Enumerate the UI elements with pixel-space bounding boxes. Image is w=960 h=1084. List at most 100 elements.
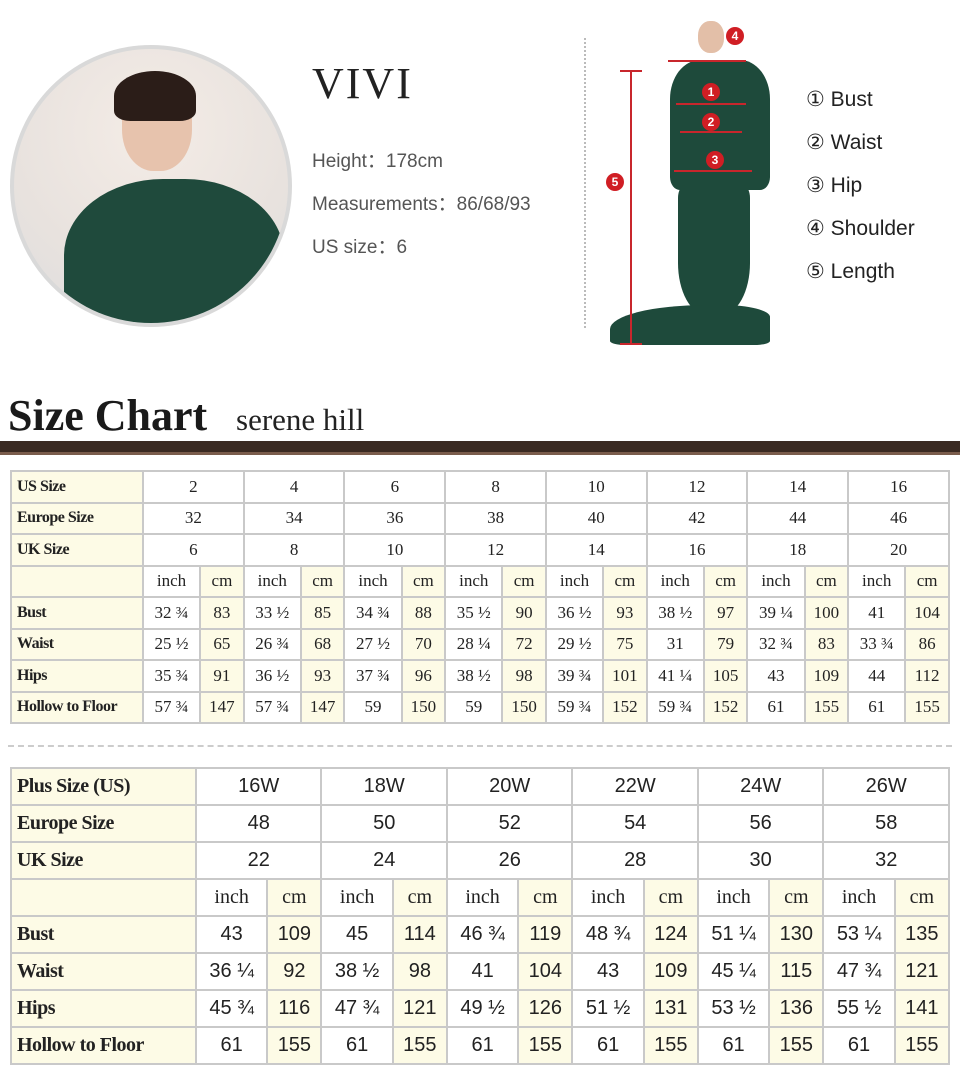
cm-value: 104 [904,596,950,630]
size-cell: 32 [822,841,950,880]
cm-value: 115 [768,952,825,991]
inch-value: 43 [571,952,645,991]
size-row: Europe Size 48 50 52 54 56 58 [10,804,950,843]
unit-inch: inch [444,564,504,598]
cm-value: 155 [803,690,850,724]
inch-value: 53 ½ [696,989,771,1028]
size-cell: 56 [696,804,825,843]
cm-value: 70 [400,627,447,661]
model-photo [10,45,292,327]
inch-value: 35 ½ [444,596,504,630]
inch-value: 29 ½ [544,627,605,661]
size-cell: 28 [571,841,699,880]
inch-value: 61 [822,1026,896,1065]
unit-inch: inch [194,878,269,917]
size-cell: 18W [320,767,448,806]
cm-value: 79 [702,627,749,661]
cm-value: 152 [702,690,749,724]
size-cell: 48 [194,804,323,843]
inch-value: 35 ¾ [141,659,202,693]
cm-value: 93 [299,659,346,693]
unit-inch: inch [822,878,896,917]
row-label: Waist [10,627,144,661]
size-cell: 6 [343,470,447,504]
unit-cm: cm [501,564,547,598]
cm-value: 147 [199,690,245,724]
unit-cm: cm [400,564,447,598]
row-label: Europe Size [10,804,197,843]
cm-value: 100 [803,596,850,630]
badge-bust: 1 [702,83,720,101]
inch-value: 33 ½ [242,596,302,630]
legend-bust: ① Bust [806,88,873,111]
cm-value: 96 [400,659,447,693]
inch-value: 31 [645,627,705,661]
size-cell: 14 [544,533,648,567]
size-cell: 22 [194,841,323,880]
model-measurements: Measurements：86/68/93 [312,194,531,215]
size-cell: 8 [444,470,547,504]
size-cell: 16W [194,767,323,806]
cm-value: 72 [501,627,547,661]
size-cell: 4 [242,470,346,504]
cm-value: 92 [266,952,323,991]
unit-row-label [10,564,144,598]
cm-value: 135 [893,915,951,954]
unit-row: inch cm inch cm inch cm inch cm inch cm inch cm inch… [10,564,950,598]
row-label: Plus Size (US) [10,767,197,806]
row-label: Europe Size [10,501,144,535]
inch-value: 61 [696,1026,771,1065]
cm-value: 155 [768,1026,825,1065]
unit-inch: inch [320,878,394,917]
cm-value: 86 [904,627,950,661]
inch-value: 46 ¾ [445,915,520,954]
size-cell: 10 [544,470,648,504]
cm-value: 91 [199,659,245,693]
size-cell: 20W [445,767,574,806]
model-name: VIVI [312,59,413,108]
cm-value: 121 [893,952,951,991]
inch-value: 53 ¼ [822,915,896,954]
size-cell: 30 [696,841,825,880]
inch-value: 61 [445,1026,520,1065]
cm-value: 98 [391,952,448,991]
size-cell: 44 [746,501,850,535]
size-row: UK Size 22 24 26 28 30 32 [10,841,950,880]
inch-value: 57 ¾ [141,690,202,724]
size-row: Plus Size (US) 16W 18W 20W 22W 24W 26W [10,767,950,806]
inch-value: 61 [847,690,907,724]
size-cell: 32 [142,501,245,535]
badge-hip: 3 [706,151,724,169]
inch-value: 44 [847,659,907,693]
inch-value: 39 ¼ [746,596,806,630]
inch-value: 27 ½ [343,627,403,661]
title-bar [0,441,960,455]
cm-value: 150 [400,690,447,724]
size-cell: 58 [822,804,950,843]
inch-value: 38 ½ [320,952,394,991]
cm-value: 119 [517,915,574,954]
legend-shoulder: ④ Shoulder [806,217,915,240]
cm-value: 105 [702,659,749,693]
inch-value: 36 ½ [242,659,302,693]
size-cell: 2 [142,470,245,504]
cm-value: 126 [517,989,574,1028]
inch-value: 59 ¾ [544,690,605,724]
cm-value: 101 [602,659,648,693]
inch-value: 32 ¾ [746,627,806,661]
unit-inch: inch [343,564,403,598]
inch-value: 61 [320,1026,394,1065]
inch-value: 59 ¾ [645,690,705,724]
size-cell: 12 [645,470,749,504]
size-cell: 42 [645,501,749,535]
page-title: Size Chart [8,391,208,440]
badge-shoulder: 4 [726,27,744,45]
size-cell: 36 [343,501,447,535]
inch-value: 59 [444,690,504,724]
cm-value: 136 [768,989,825,1028]
size-cell: 46 [847,501,950,535]
size-cell: 52 [445,804,574,843]
unit-cm: cm [702,564,749,598]
size-cell: 40 [544,501,648,535]
measure-row: Hollow to Floor 61 155 61 155 61 155 61 155 61 155… [10,1026,951,1065]
